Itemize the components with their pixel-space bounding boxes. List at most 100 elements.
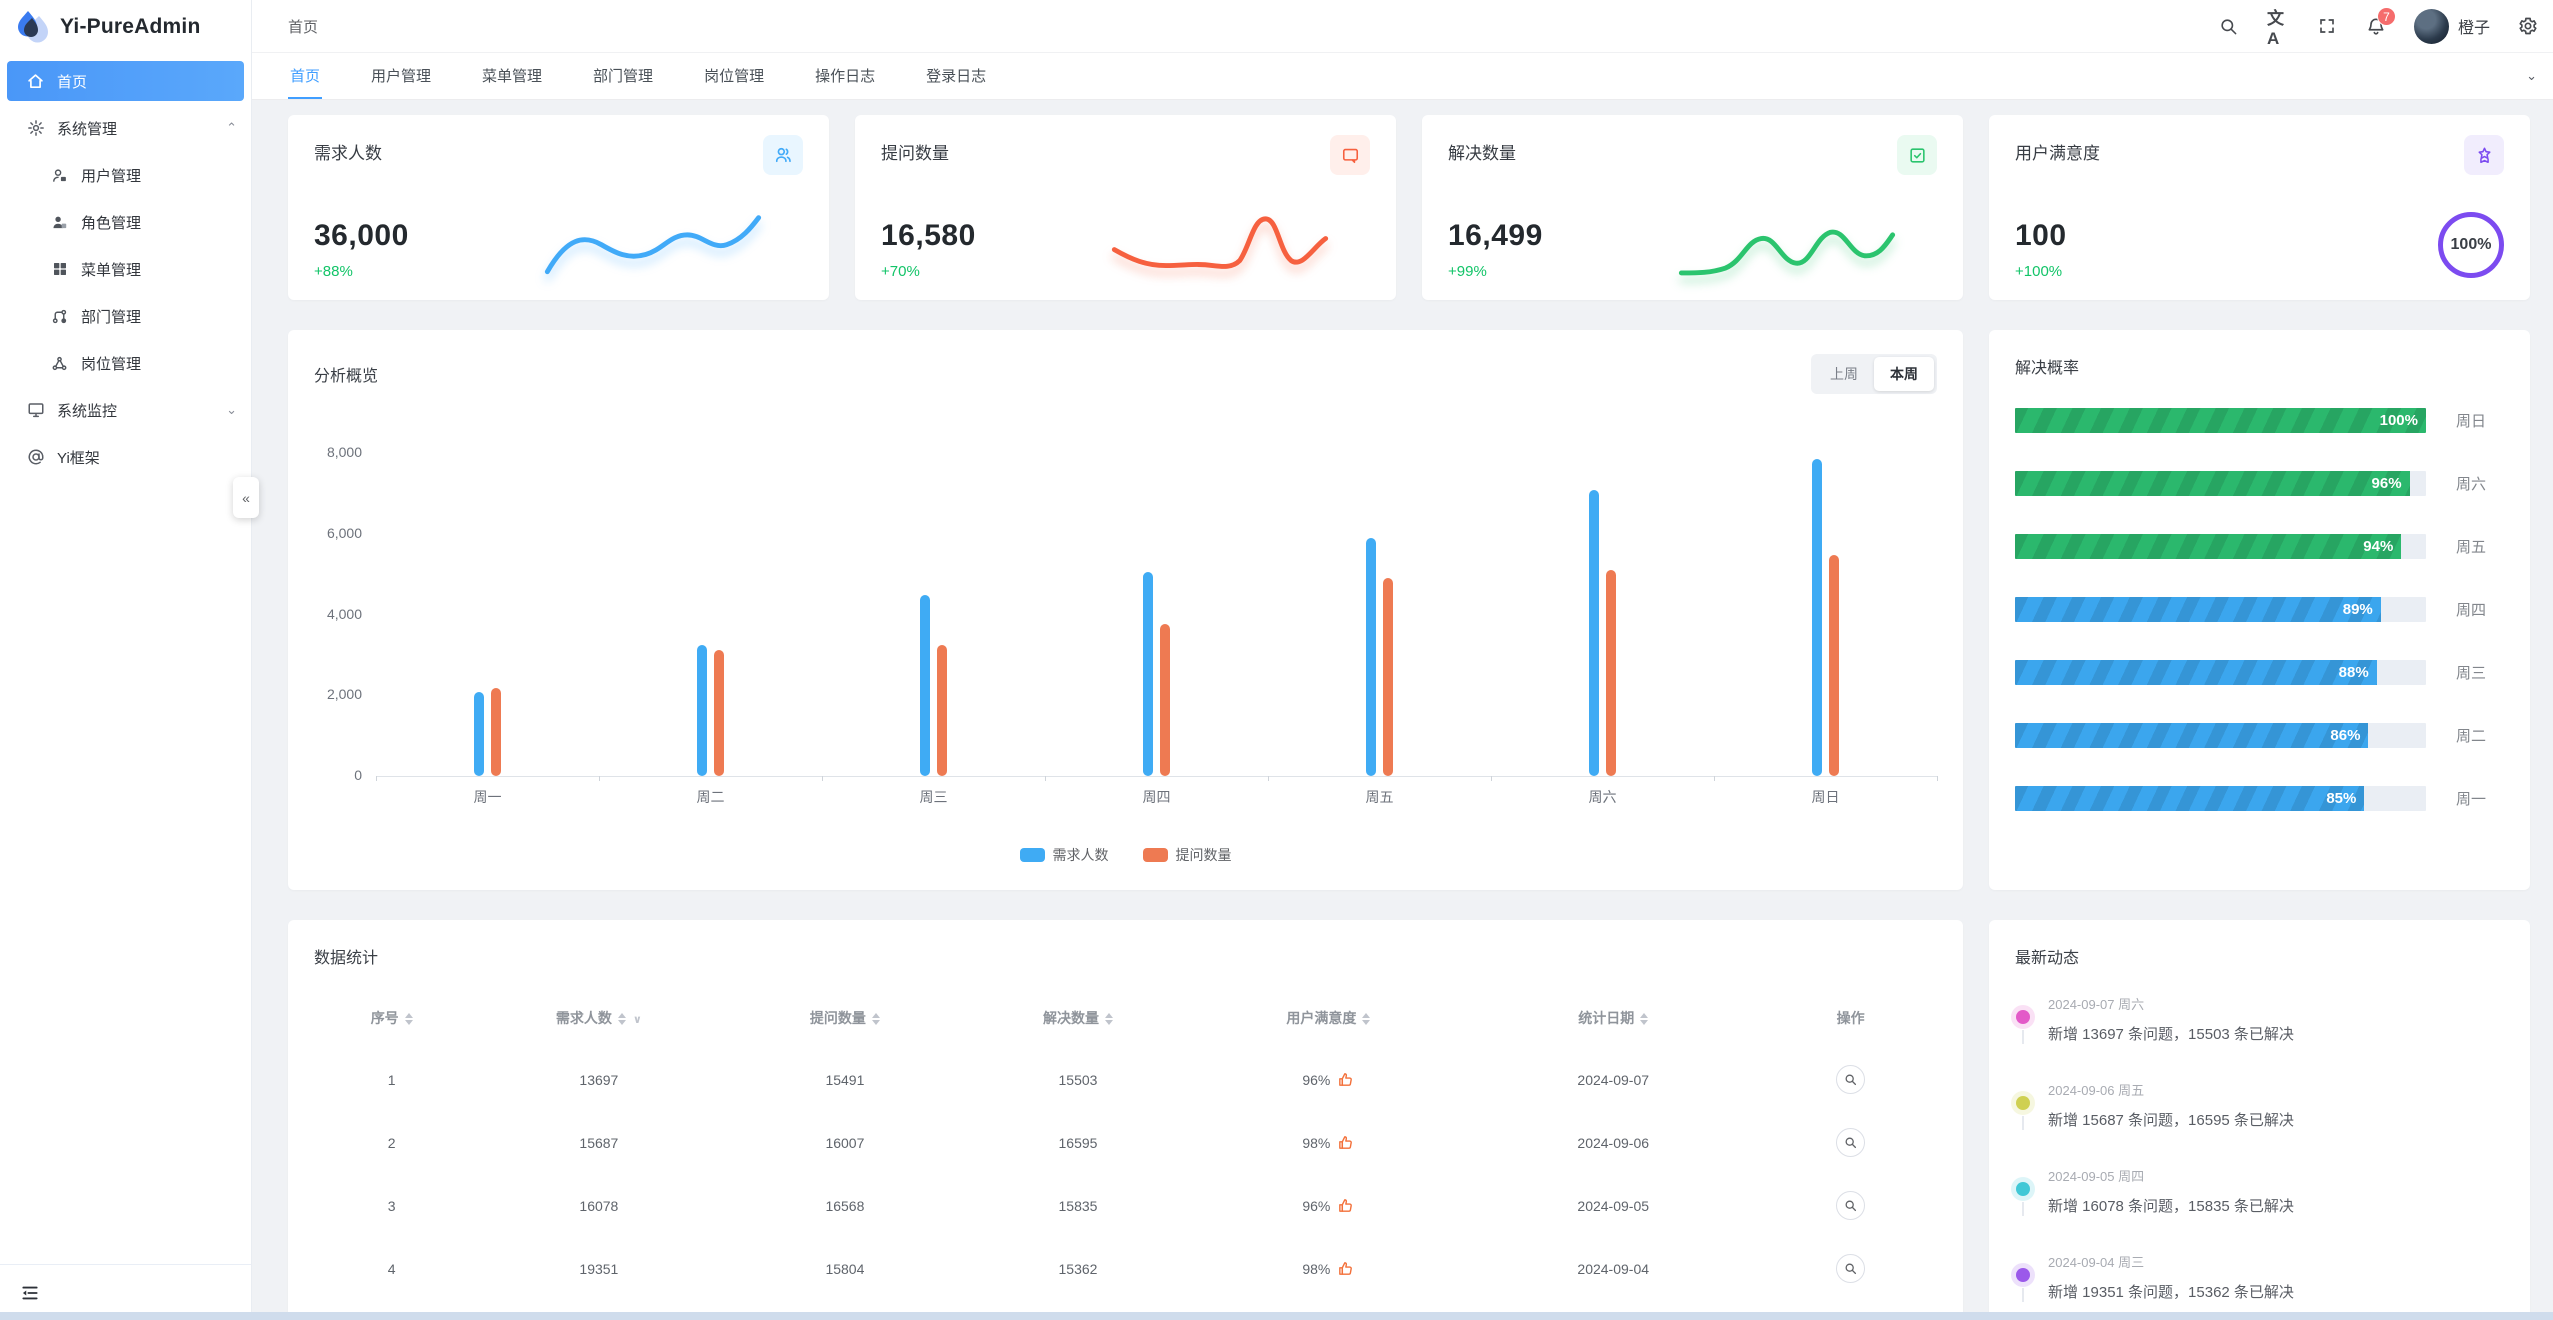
sort-carets-icon[interactable] bbox=[871, 1013, 880, 1026]
horizontal-scrollbar[interactable] bbox=[0, 1312, 2553, 1320]
sidebar-item-system-monitor[interactable]: 系统监控 ⌄ bbox=[0, 390, 251, 430]
tab-post-admin[interactable]: 岗位管理 bbox=[704, 67, 765, 85]
legend-label: 提问数量 bbox=[1175, 847, 1232, 863]
settings-gear-icon[interactable] bbox=[2517, 15, 2539, 37]
progress-value: 86% bbox=[2330, 727, 2361, 744]
this-week-button[interactable]: 本周 bbox=[1874, 357, 1934, 391]
tab-login-log[interactable]: 登录日志 bbox=[926, 67, 987, 85]
stat-card-questions: 提问数量 16,580 +70% bbox=[855, 115, 1396, 300]
action-cell bbox=[1764, 1111, 1937, 1174]
sidebar-item-department-admin[interactable]: 部门管理 bbox=[0, 296, 251, 336]
dashboard-content: 需求人数 36,000 +88% 提问数量 bbox=[252, 100, 2553, 1320]
view-detail-button[interactable] bbox=[1836, 1191, 1866, 1220]
y-axis-tick-label: 2,000 bbox=[326, 686, 362, 703]
fullscreen-icon[interactable] bbox=[2316, 15, 2338, 37]
date-cell: 2024-09-05 bbox=[1577, 1197, 1650, 1214]
satisfaction-value: 96% bbox=[1302, 1071, 1354, 1088]
notification-bell-icon[interactable]: 7 bbox=[2365, 7, 2396, 37]
sidebar-footer bbox=[0, 1264, 251, 1320]
role-icon bbox=[50, 213, 69, 232]
progress-value: 85% bbox=[2326, 790, 2357, 807]
user-menu[interactable]: 橙子 bbox=[2413, 8, 2490, 44]
progress-fill: 96% bbox=[2015, 471, 2410, 496]
tab-bar: 首页 用户管理 菜单管理 部门管理 岗位管理 操作日志 登录日志 ⌄ bbox=[252, 53, 2553, 100]
satisfaction-percent: 98% bbox=[1302, 1260, 1331, 1277]
legend-item[interactable]: 需求人数 bbox=[1019, 845, 1109, 865]
progress-track: 96% bbox=[2015, 471, 2426, 496]
timeline-dot bbox=[2015, 1268, 2030, 1282]
thumb-up-icon bbox=[1337, 1134, 1354, 1151]
tab-home[interactable]: 首页 bbox=[288, 53, 323, 99]
card-title: 用户满意度 bbox=[2015, 144, 2100, 163]
bar-demand bbox=[1589, 490, 1599, 776]
column-header[interactable]: 提问数量 bbox=[728, 994, 961, 1048]
view-detail-button[interactable] bbox=[1836, 1128, 1866, 1157]
sidebar-item-menu-admin[interactable]: 菜单管理 bbox=[0, 249, 251, 289]
timeline-text: 新增 19351 条问题，15362 条已解决 bbox=[2048, 1284, 2294, 1301]
bar-demand bbox=[1812, 459, 1822, 776]
column-header[interactable]: 需求人数 ∨ bbox=[555, 1010, 642, 1026]
tab-user-admin[interactable]: 用户管理 bbox=[371, 67, 432, 85]
progress-fill: 89% bbox=[2015, 597, 2381, 622]
progress-value: 94% bbox=[2363, 538, 2394, 555]
column-header[interactable]: 用户满意度 bbox=[1195, 994, 1463, 1048]
progress-day-label: 周日 bbox=[2456, 413, 2487, 430]
tab-menu-admin[interactable]: 菜单管理 bbox=[482, 67, 543, 85]
timeline-rail bbox=[2015, 1252, 2030, 1302]
sidebar-item-role-admin[interactable]: 角色管理 bbox=[0, 202, 251, 242]
main-area: 首页 文A 7 橙子 首页 用户管理 菜单管理 部门管 bbox=[252, 0, 2553, 1320]
view-detail-button[interactable] bbox=[1836, 1065, 1866, 1094]
tab-department-admin[interactable]: 部门管理 bbox=[593, 67, 654, 85]
chevron-down-icon: ⌄ bbox=[226, 402, 237, 417]
legend-label: 需求人数 bbox=[1052, 847, 1109, 863]
timeline-line bbox=[2021, 1202, 2024, 1216]
sort-carets-icon[interactable] bbox=[404, 1013, 413, 1026]
table-cell: 15362 bbox=[1058, 1260, 1098, 1277]
satisfaction-cell: 98% bbox=[1195, 1111, 1463, 1174]
last-week-button[interactable]: 上周 bbox=[1814, 357, 1874, 391]
table-cell: 2 bbox=[387, 1134, 396, 1151]
sidebar-collapse-button[interactable]: « bbox=[233, 477, 259, 518]
timeline-content: 2024-09-05 周四 新增 16078 条问题，15835 条已解决 bbox=[2048, 1166, 2294, 1216]
tab-operation-log[interactable]: 操作日志 bbox=[815, 67, 876, 85]
x-axis-tick bbox=[1045, 776, 1046, 781]
sort-carets-icon[interactable] bbox=[1362, 1013, 1371, 1026]
y-axis-tick-label: 8,000 bbox=[326, 444, 362, 460]
bar-group bbox=[1268, 440, 1491, 776]
sort-carets-icon[interactable] bbox=[1104, 1013, 1113, 1026]
satisfaction-ring: 100% bbox=[2438, 212, 2504, 278]
table-cell: 1 bbox=[387, 1071, 396, 1088]
filter-chevron-icon[interactable]: ∨ bbox=[632, 1014, 642, 1026]
table-cell: 3 bbox=[387, 1197, 396, 1214]
tab-options-chevron-icon[interactable]: ⌄ bbox=[2526, 68, 2537, 83]
card-delta: +100% bbox=[2015, 263, 2063, 280]
column-header[interactable]: 解决数量 bbox=[961, 994, 1194, 1048]
sidebar-item-user-admin[interactable]: 用户管理 bbox=[0, 155, 251, 195]
search-icon[interactable] bbox=[2218, 15, 2240, 37]
sidebar-item-post-admin[interactable]: 岗位管理 bbox=[0, 343, 251, 383]
timeline-item: 2024-09-07 周六 新增 13697 条问题，15503 条已解决 bbox=[2015, 994, 2504, 1080]
user-icon bbox=[50, 166, 69, 185]
progress-track: 100% bbox=[2015, 408, 2426, 433]
progress-fill: 100% bbox=[2015, 408, 2426, 433]
analysis-plot bbox=[376, 440, 1938, 781]
sidebar-item-yi-framework[interactable]: Yi框架 bbox=[0, 437, 251, 477]
app-logo[interactable]: Yi-PureAdmin bbox=[0, 0, 251, 53]
date-cell: 2024-09-04 bbox=[1577, 1260, 1650, 1277]
progress-value: 100% bbox=[2379, 412, 2418, 429]
column-header[interactable]: 序号 bbox=[314, 994, 469, 1048]
view-detail-button[interactable] bbox=[1836, 1254, 1866, 1283]
sidebar-item-home[interactable]: 首页 bbox=[7, 61, 244, 101]
collapse-sidebar-icon[interactable] bbox=[20, 1283, 40, 1303]
sort-carets-icon[interactable] bbox=[617, 1013, 626, 1026]
translate-icon[interactable]: 文A bbox=[2266, 8, 2284, 48]
satisfaction-cell: 98% bbox=[1195, 1237, 1463, 1300]
column-header[interactable]: 统计日期 bbox=[1462, 994, 1764, 1048]
y-axis-tick-label: 0 bbox=[354, 767, 362, 783]
week-toggle: 上周 本周 bbox=[1811, 354, 1937, 394]
x-axis-tick bbox=[599, 776, 600, 781]
legend-item[interactable]: 提问数量 bbox=[1142, 845, 1232, 865]
analysis-title: 分析概览 bbox=[314, 368, 379, 385]
sort-carets-icon[interactable] bbox=[1640, 1013, 1649, 1026]
sidebar-item-system-admin[interactable]: 系统管理 ⌃ bbox=[0, 108, 251, 148]
